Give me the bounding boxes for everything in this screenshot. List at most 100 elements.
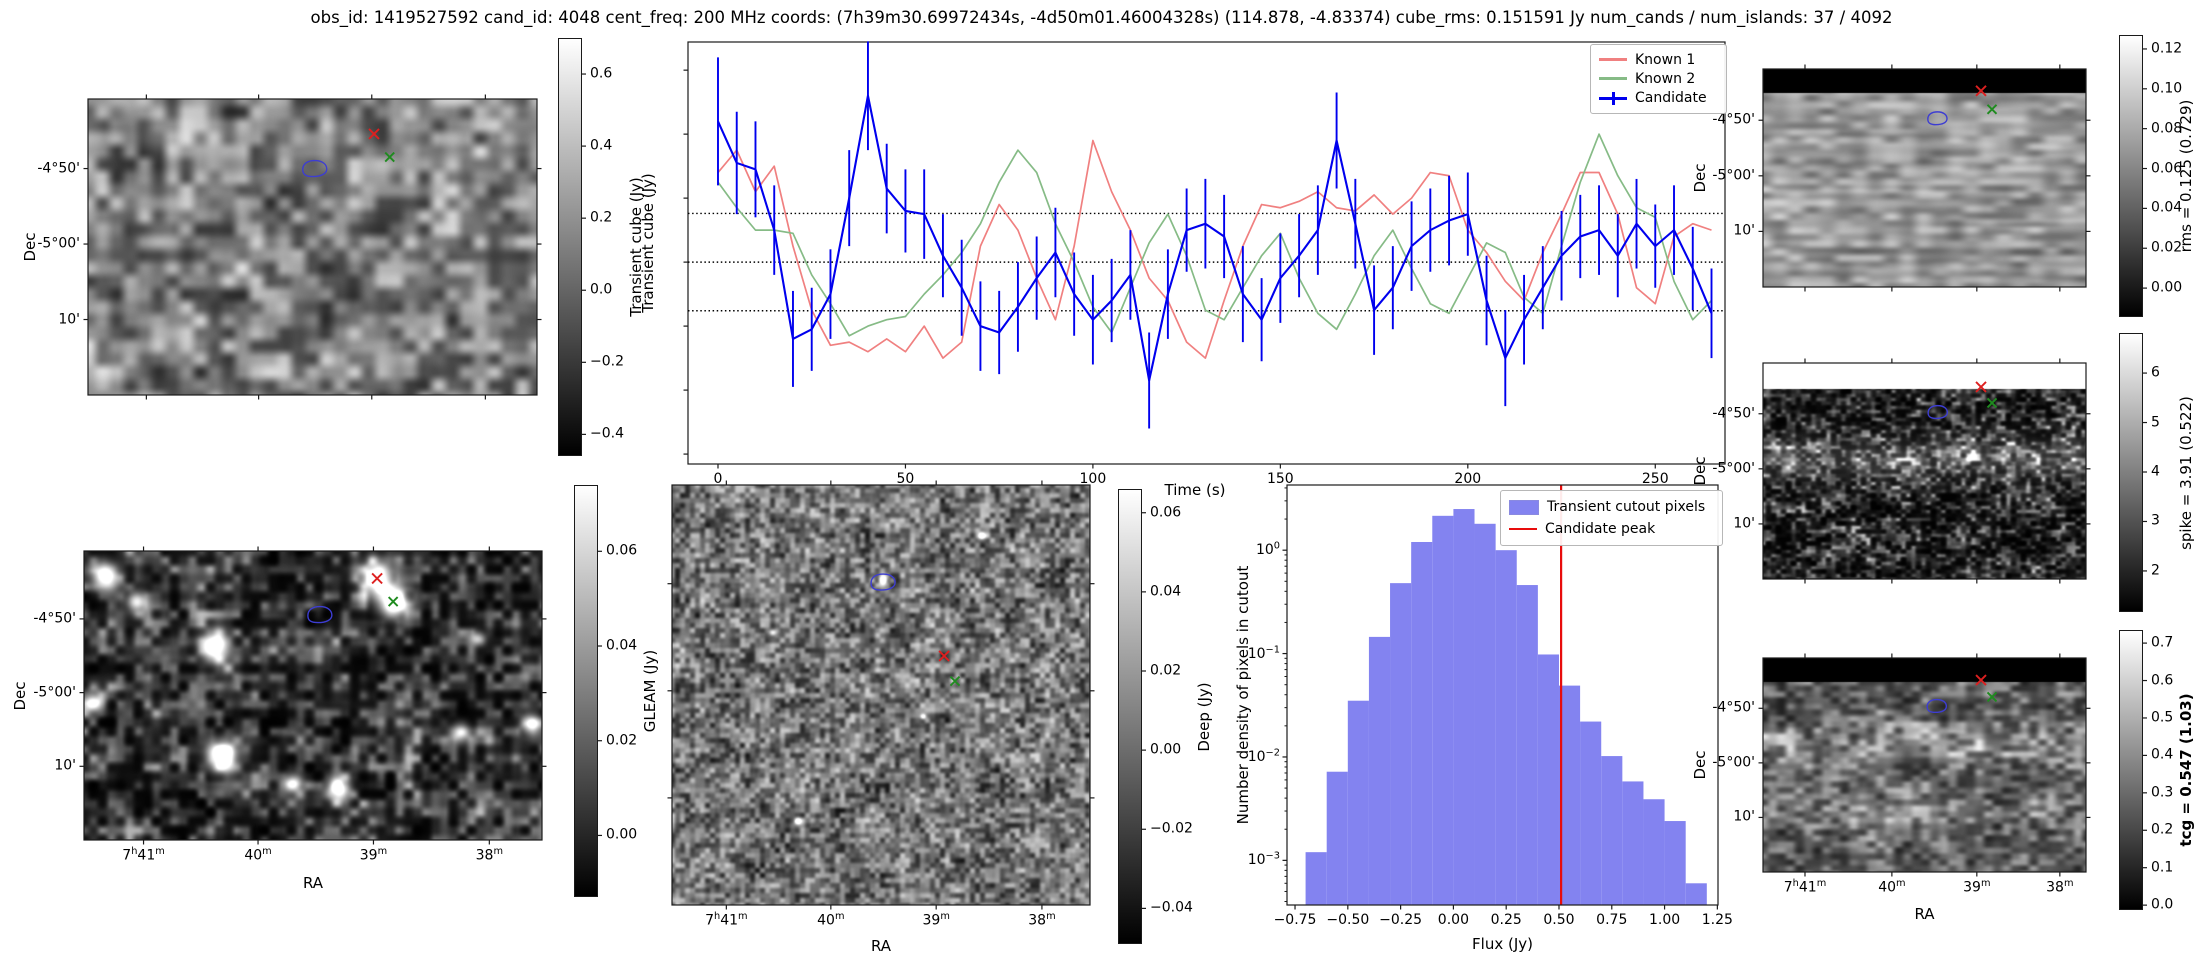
tcg-ra-tick-label: 39m bbox=[1963, 878, 1991, 896]
hist-x-tick-label: 0.75 bbox=[1596, 912, 1628, 928]
rms-map-image bbox=[1763, 69, 2086, 287]
tcg-cbar-tick-label: 0.5 bbox=[2151, 709, 2174, 726]
deep-ra-tick-label: 7h41m bbox=[705, 911, 748, 929]
hist-x-tick-label: 0.00 bbox=[1437, 912, 1469, 928]
transient-cbar-tick-label: 0.4 bbox=[590, 137, 613, 154]
hist-y-tick-label: 10−1 bbox=[1247, 644, 1280, 662]
hist-bar bbox=[1516, 585, 1538, 905]
deep-cbar-tick-label: 0.00 bbox=[1150, 741, 1182, 758]
deep-cbar-tick-label: −0.02 bbox=[1150, 820, 1193, 837]
legend-swatch-known2 bbox=[1599, 77, 1627, 81]
spike-cbar-tick-label: 5 bbox=[2151, 413, 2160, 430]
lc-x-tick-label: 150 bbox=[1266, 471, 1294, 487]
deep-cbar-tick-label: 0.02 bbox=[1150, 662, 1182, 679]
gleam-ra-tick-label: 39m bbox=[359, 846, 388, 864]
tcg-dec-tick-label: 10' bbox=[1733, 808, 1755, 825]
colorbar-deep bbox=[1118, 489, 1142, 944]
legend-swatch-candidate_peak bbox=[1509, 527, 1537, 531]
tcg-map-image bbox=[1763, 658, 2086, 872]
lightcurve-frame bbox=[687, 41, 1726, 465]
tcg-dec-tick-label: -5°00' bbox=[1712, 754, 1755, 771]
gleam-ylabel: Dec bbox=[10, 680, 29, 711]
rms-cbar-tick-label: 0.02 bbox=[2151, 239, 2183, 256]
legend-item: Transient cutout pixels bbox=[1509, 499, 1713, 515]
colorbar-rms bbox=[2119, 35, 2143, 317]
hist-bar bbox=[1347, 700, 1369, 905]
hist-xlabel: Flux (Jy) bbox=[1472, 935, 1533, 953]
transient-dec-tick-label: 10' bbox=[58, 310, 80, 327]
rms-cbar-tick-label: 0.00 bbox=[2151, 279, 2183, 296]
tcg-dec-tick-label: -4°50' bbox=[1712, 699, 1755, 716]
tcg-cbar-tick-label: 0.1 bbox=[2151, 858, 2174, 875]
hist-bar bbox=[1305, 852, 1327, 905]
tcg-cbar-tick-label: 0.2 bbox=[2151, 821, 2174, 838]
hist-x-tick-label: 0.25 bbox=[1490, 912, 1522, 928]
colorbar-spike bbox=[2119, 333, 2143, 612]
tcg-ra-tick-label: 7h41m bbox=[1783, 878, 1827, 896]
legend-label: Known 2 bbox=[1635, 70, 1696, 87]
hist-bar bbox=[1643, 799, 1665, 905]
hist-bar bbox=[1474, 523, 1496, 905]
transient-cbar-tick-label: 0.2 bbox=[590, 209, 613, 226]
hist-bar bbox=[1537, 654, 1559, 905]
transient-dec-tick-label: -5°00' bbox=[37, 235, 80, 252]
rms-cbar-tick-label: 0.06 bbox=[2151, 159, 2183, 176]
legend-item: Known 2 bbox=[1599, 71, 1717, 87]
spike-map-image bbox=[1763, 363, 2086, 579]
transient-ylabel: Dec bbox=[20, 232, 39, 262]
hist-x-tick-label: −0.25 bbox=[1379, 912, 1423, 928]
colorbar-tcg bbox=[2119, 630, 2143, 910]
legend-item: Candidate peak bbox=[1509, 521, 1713, 537]
rms-cbar-tick-label: 0.10 bbox=[2151, 80, 2183, 97]
deep-ra-tick-label: 38m bbox=[1028, 911, 1056, 929]
hist-bar bbox=[1390, 583, 1412, 905]
hist-bar bbox=[1432, 515, 1454, 905]
gleam-ra-tick-label: 7h41m bbox=[122, 846, 165, 864]
transient-cbar-tick-label: 0.0 bbox=[590, 281, 613, 298]
gleam-cbar-tick-label: 0.06 bbox=[606, 542, 638, 559]
lc-x-tick-label: 0 bbox=[713, 471, 723, 487]
hist-x-tick-label: 1.25 bbox=[1701, 912, 1733, 928]
spike-cbar-tick-label: 4 bbox=[2151, 463, 2160, 480]
rms-cbar-tick-label: 0.12 bbox=[2151, 40, 2183, 57]
tcg-ra-tick-label: 40m bbox=[1878, 878, 1906, 896]
rms-cbar-tick-label: 0.04 bbox=[2151, 199, 2183, 216]
rms-dec-tick-label: -5°00' bbox=[1712, 167, 1755, 184]
hist-bar bbox=[1664, 821, 1686, 905]
rms-cbar-tick-label: 0.08 bbox=[2151, 119, 2183, 136]
lc-xlabel: Time (s) bbox=[1164, 481, 1226, 499]
deep-cbar-label: Deep (Jy) bbox=[1194, 681, 1213, 752]
gleam-ra-tick-label: 40m bbox=[244, 846, 272, 864]
spike-cbar-tick-label: 3 bbox=[2151, 512, 2160, 529]
hist-bar bbox=[1368, 636, 1391, 905]
deep-xlabel: RA bbox=[870, 937, 892, 955]
transient-cbar-tick-label: 0.6 bbox=[590, 65, 613, 82]
hist-bar bbox=[1558, 685, 1581, 905]
lc-series-candidate bbox=[717, 94, 1713, 382]
hist-x-tick-label: 1.00 bbox=[1648, 912, 1681, 928]
tcg-cbar-tick-label: 0.7 bbox=[2151, 634, 2174, 651]
hist-bar bbox=[1495, 550, 1517, 905]
legend-label: Candidate bbox=[1635, 90, 1707, 107]
transient-cutout-image bbox=[88, 99, 537, 395]
deep-cbar-tick-label: 0.04 bbox=[1150, 583, 1182, 600]
legend-label: Known 1 bbox=[1635, 51, 1696, 68]
spike-ylabel: Dec bbox=[1690, 456, 1709, 486]
lc-ylabel: Transient cube (Jy) bbox=[638, 173, 657, 313]
spike-dec-tick-label: -4°50' bbox=[1712, 405, 1755, 422]
colorbar-transient bbox=[558, 38, 582, 456]
gleam-dec-tick-label: -4°50' bbox=[33, 610, 76, 627]
hist-y-tick-label: 100 bbox=[1255, 540, 1280, 559]
hist-y-tick-label: 10−3 bbox=[1247, 850, 1280, 869]
hist-x-tick-label: −0.75 bbox=[1273, 912, 1317, 928]
spike-cbar-tick-label: 2 bbox=[2151, 562, 2160, 579]
tcg-cbar-label: tcg = 0.547 (1.03) bbox=[2176, 693, 2195, 847]
hist-x-tick-label: 0.50 bbox=[1543, 912, 1575, 928]
hist-bar bbox=[1580, 721, 1602, 905]
lc-x-tick-label: 250 bbox=[1641, 471, 1669, 487]
spike-dec-tick-label: -5°00' bbox=[1712, 460, 1755, 477]
tcg-cbar-tick-label: 0.4 bbox=[2151, 746, 2174, 763]
tcg-xlabel: RA bbox=[1914, 905, 1935, 923]
rms-ylabel: Dec bbox=[1690, 163, 1709, 193]
